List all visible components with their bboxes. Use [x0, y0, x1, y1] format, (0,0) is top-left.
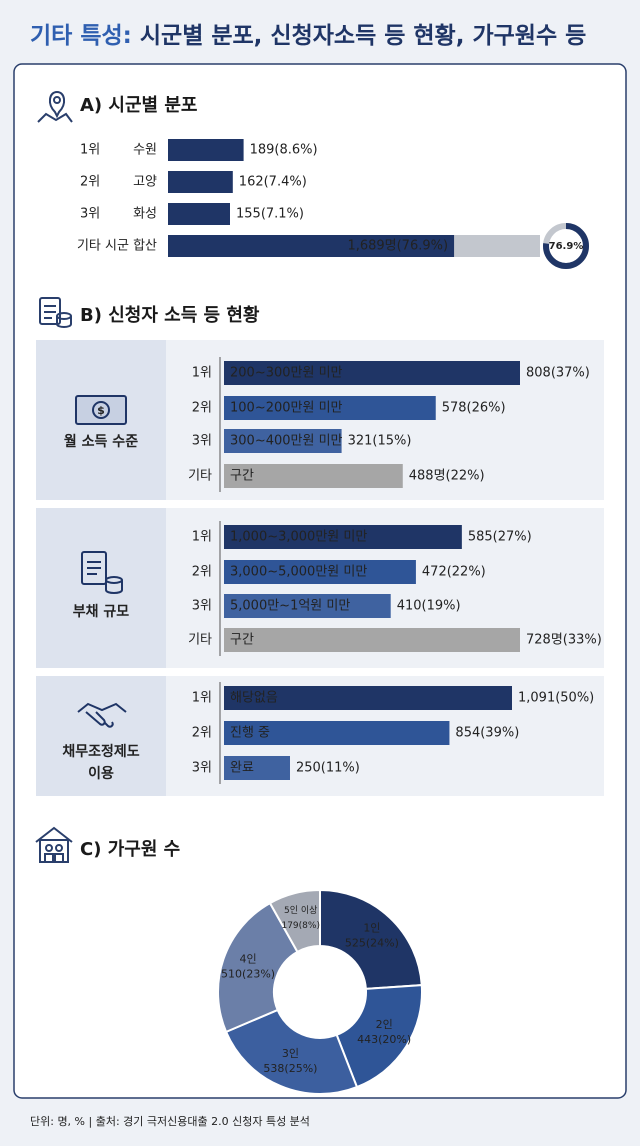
- donut-slice: [319, 888, 423, 990]
- bar: [224, 721, 450, 745]
- value-label: 578(26%): [442, 401, 506, 416]
- value-label: 472(22%): [422, 565, 486, 580]
- rank: 3위: [192, 434, 212, 449]
- slice-value: 443(20%): [357, 1033, 411, 1046]
- group-label-panel: [36, 508, 166, 668]
- slice-value: 538(25%): [263, 1062, 317, 1075]
- section-heading: A) 시군별 분포: [80, 95, 198, 116]
- rank: 1위: [192, 530, 212, 545]
- value-label: 808(37%): [526, 366, 590, 381]
- rank: 1위: [80, 143, 100, 158]
- slice-value: 179(8%): [281, 921, 319, 931]
- donut-slice: [217, 901, 299, 1034]
- value-label: 162(7.4%): [239, 175, 307, 190]
- slice-name: 3인: [282, 1047, 299, 1060]
- title: 기타 특성: 시군별 분포, 신청자소득 등 현황, 가구원수 등: [30, 23, 586, 49]
- rank: 2위: [192, 726, 212, 741]
- rank: 기타: [188, 633, 212, 648]
- bar: [224, 464, 403, 488]
- value-label: 189(8.6%): [250, 143, 318, 158]
- donut-slice: [268, 888, 321, 954]
- value-label: 1,689명(76.9%): [347, 239, 448, 254]
- value-label: 585(27%): [468, 530, 532, 545]
- document-icon: [39, 297, 72, 328]
- rank: 3위: [192, 599, 212, 614]
- slice-name: 1인: [363, 921, 380, 934]
- bar-category: 진행 중: [230, 725, 270, 741]
- bar-category: 100~200만원 미만: [230, 401, 343, 416]
- donut-slice: [224, 1008, 359, 1095]
- bar: [224, 594, 391, 618]
- bar: [224, 628, 520, 652]
- share-label: 76.9%: [549, 241, 584, 252]
- section-heading: B) 신청자 소득 등 현황: [80, 305, 260, 326]
- bar: [224, 429, 342, 453]
- slice-name: 2인: [376, 1018, 393, 1031]
- value-label: 250(11%): [296, 761, 360, 776]
- group-label-panel: [36, 676, 166, 796]
- rank: 2위: [192, 565, 212, 580]
- slice-value: 510(23%): [221, 967, 275, 980]
- region-name: 기타 시군 합산: [77, 239, 157, 254]
- bar: [224, 525, 462, 549]
- slice-value: 525(24%): [345, 936, 399, 949]
- rank: 3위: [192, 761, 212, 776]
- bar: [224, 396, 436, 420]
- debt-icon: [81, 551, 123, 594]
- bar-category: 5,000만~1억원 미만: [230, 599, 350, 614]
- group-label: 채무조정제도: [62, 743, 139, 760]
- rank: 2위: [80, 175, 100, 190]
- bar-category: 300~400만원 미만: [230, 434, 343, 449]
- money-icon: $: [75, 395, 127, 425]
- value-label: 488명(22%): [409, 469, 485, 484]
- bar-category: 3,000~5,000만원 미만: [230, 565, 367, 580]
- section-heading: C) 가구원 수: [80, 839, 180, 860]
- share-arc: [543, 223, 589, 269]
- slice-name: 4인: [240, 952, 257, 965]
- bar-category: 구간: [230, 633, 254, 648]
- rank: 기타: [188, 469, 212, 484]
- footer: 단위: 명, % | 출처: 경기 극저신용대출 2.0 신청자 특성 분석: [30, 1115, 310, 1128]
- slice-name: 5인 이상: [284, 905, 317, 916]
- title-highlight: 기타 특성:: [30, 23, 132, 49]
- bar: [168, 139, 244, 161]
- value-label: 854(39%): [455, 726, 519, 741]
- bar: [224, 756, 290, 780]
- icon-glyph: $: [97, 404, 105, 417]
- bar-category: 200~300만원 미만: [230, 366, 343, 381]
- bar-category: 완료: [230, 761, 254, 776]
- bar: [224, 361, 520, 385]
- group-label: 이용: [88, 765, 114, 782]
- group-label: 월 소득 수준: [64, 433, 138, 450]
- rank: 1위: [192, 366, 212, 381]
- region-name: 화성: [133, 207, 157, 222]
- bar-category: 1,000~3,000만원 미만: [230, 530, 367, 545]
- donut-slice: [335, 984, 423, 1089]
- house-icon: [35, 826, 73, 863]
- bar: [224, 560, 416, 584]
- pin-icon: [37, 90, 73, 123]
- region-name: 고양: [133, 175, 157, 190]
- bar-category: 구간: [230, 469, 254, 484]
- handshake-icon: [77, 702, 127, 728]
- group-label: 부채 규모: [73, 604, 130, 620]
- title-text: 시군별 분포, 신청자소득 등 현황, 가구원수 등: [140, 23, 586, 49]
- value-label: 1,091(50%): [518, 691, 594, 706]
- rank: 3위: [80, 207, 100, 222]
- bar: [168, 235, 455, 257]
- bar: [224, 686, 512, 710]
- rank: 1위: [192, 691, 212, 706]
- bar: [168, 203, 230, 225]
- region-name: 수원: [133, 143, 157, 158]
- rank: 2위: [192, 401, 212, 416]
- value-label: 410(19%): [397, 599, 461, 614]
- bar: [168, 171, 233, 193]
- value-label: 155(7.1%): [236, 207, 304, 222]
- value-label: 728명(33%): [526, 633, 602, 648]
- value-label: 321(15%): [348, 434, 412, 449]
- bar-category: 해당없음: [230, 691, 278, 706]
